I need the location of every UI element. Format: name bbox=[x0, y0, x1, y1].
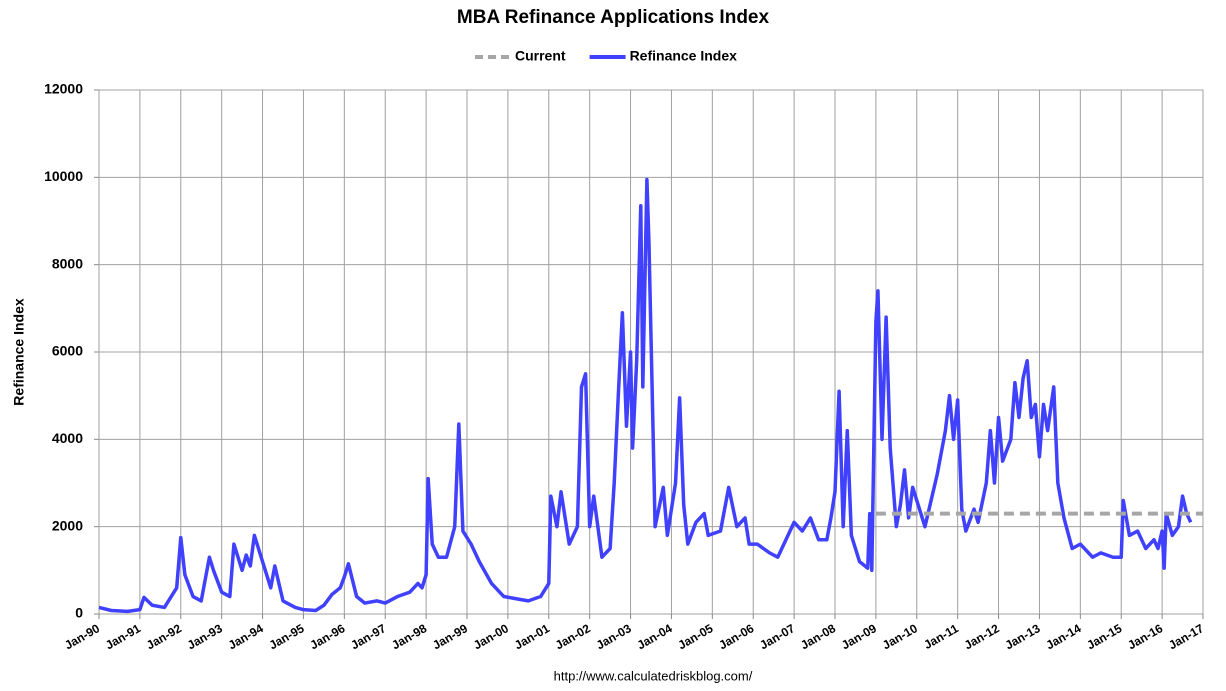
y-tick-label: 12000 bbox=[44, 81, 83, 97]
y-axis-label: Refinance Index bbox=[11, 298, 27, 406]
x-tick-label: Jan-10 bbox=[880, 621, 920, 652]
y-tick-label: 6000 bbox=[52, 343, 83, 359]
x-tick-label: Jan-05 bbox=[675, 621, 715, 652]
x-tick-label: Jan-95 bbox=[267, 621, 307, 652]
x-tick-label: Jan-90 bbox=[62, 621, 102, 652]
x-tick-label: Jan-02 bbox=[553, 621, 593, 652]
x-tick-label: Jan-01 bbox=[512, 621, 552, 652]
x-tick-label: Jan-96 bbox=[307, 621, 347, 652]
x-tick-label: Jan-93 bbox=[185, 621, 225, 652]
x-tick-label: Jan-99 bbox=[430, 621, 470, 652]
y-tick-label: 10000 bbox=[44, 168, 83, 184]
x-tick-label: Jan-03 bbox=[594, 621, 634, 652]
x-tick-label: Jan-09 bbox=[839, 621, 879, 652]
y-tick-label: 8000 bbox=[52, 255, 83, 271]
x-tick-label: Jan-12 bbox=[962, 621, 1002, 652]
x-tick-label: Jan-14 bbox=[1043, 621, 1083, 652]
x-tick-label: Jan-97 bbox=[348, 621, 388, 652]
data-line bbox=[98, 177, 1193, 614]
x-tick-label: Jan-07 bbox=[757, 621, 797, 652]
x-tick-label: Jan-08 bbox=[798, 621, 838, 652]
y-tick-label: 2000 bbox=[52, 517, 83, 533]
x-tick-label: Jan-04 bbox=[635, 621, 675, 652]
source: http://www.calculatedriskblog.com/ bbox=[554, 668, 753, 683]
y-tick-label: 4000 bbox=[52, 430, 83, 446]
x-tick-label: Jan-13 bbox=[1003, 621, 1043, 652]
x-tick-label: Jan-15 bbox=[1084, 621, 1124, 652]
x-tick-label: Jan-00 bbox=[471, 621, 511, 652]
chart-title: MBA Refinance Applications Index bbox=[457, 7, 770, 28]
x-tick-label: Jan-17 bbox=[1166, 621, 1206, 652]
legend-label: Current bbox=[515, 48, 566, 64]
x-tick-label: Jan-94 bbox=[226, 621, 266, 652]
x-tick-label: Jan-92 bbox=[144, 621, 184, 652]
y-tick-label: 0 bbox=[75, 605, 83, 621]
x-tick-label: Jan-91 bbox=[103, 621, 143, 652]
legend-label: Refinance Index bbox=[630, 48, 738, 64]
x-tick-label: Jan-06 bbox=[716, 621, 756, 652]
x-tick-label: Jan-98 bbox=[389, 621, 429, 652]
x-tick-label: Jan-16 bbox=[1125, 621, 1165, 652]
x-tick-label: Jan-11 bbox=[921, 621, 961, 652]
